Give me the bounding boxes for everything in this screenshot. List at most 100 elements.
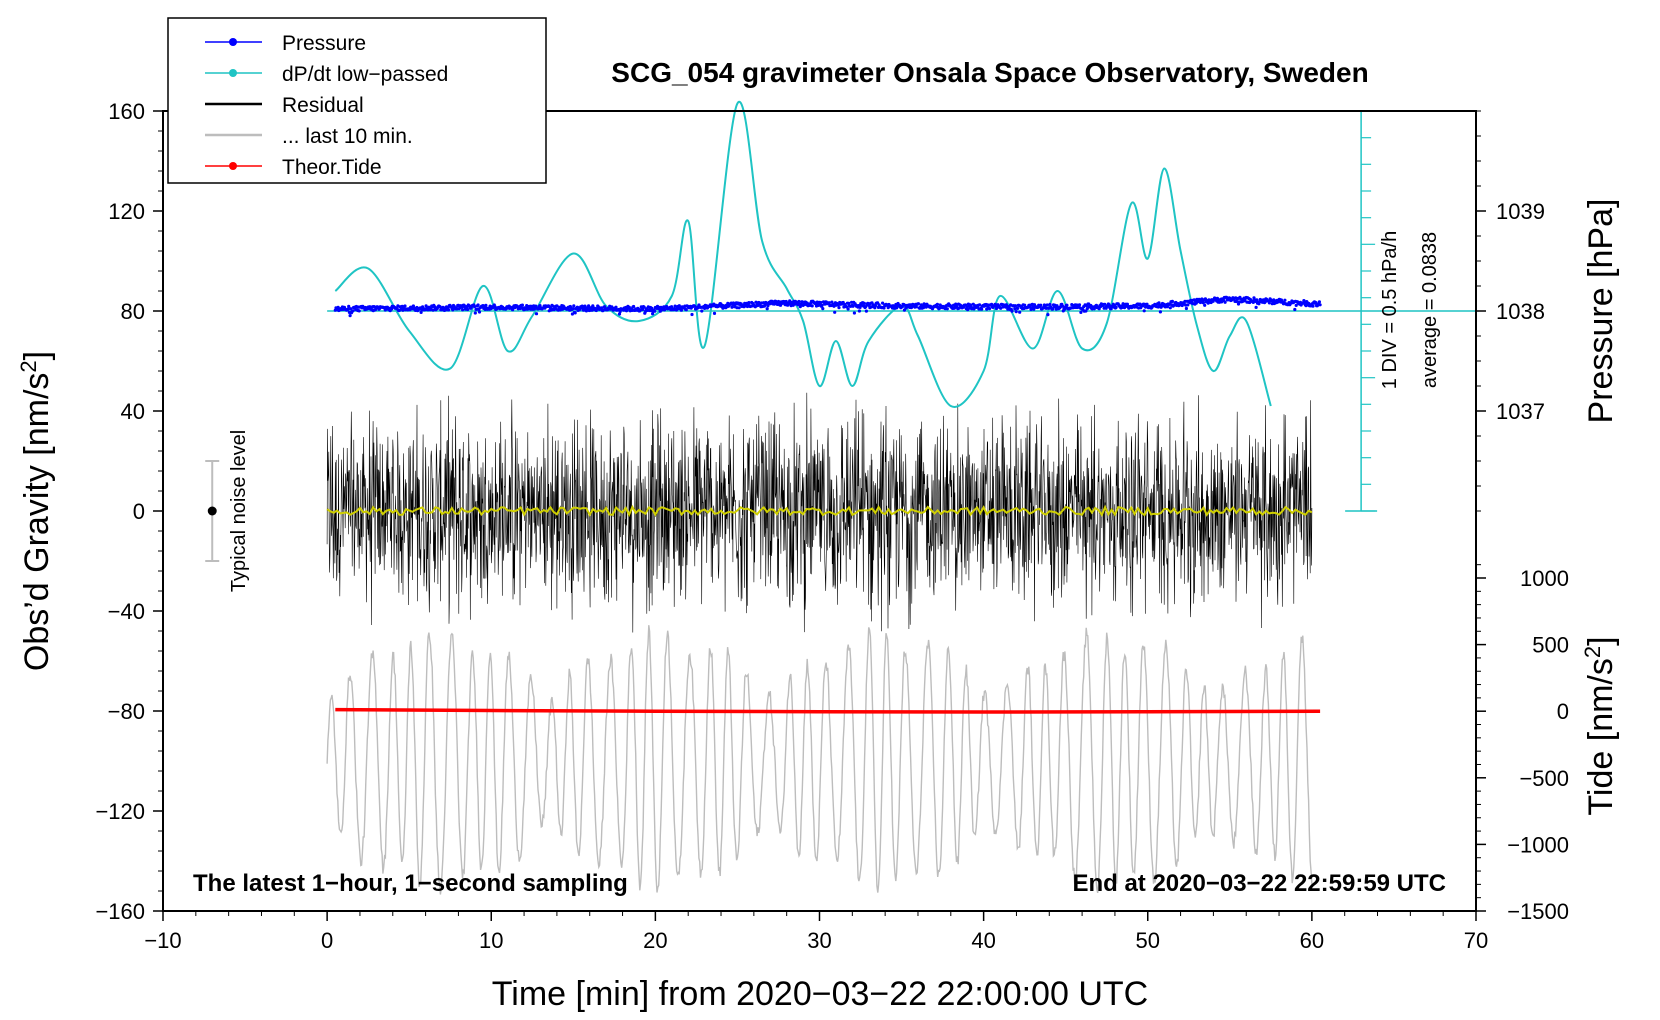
pressure-point	[1267, 301, 1271, 305]
pressure-point	[583, 304, 587, 308]
pressure-point	[730, 305, 734, 309]
pressure-point	[1145, 302, 1149, 306]
pressure-point	[1168, 306, 1172, 310]
pressure-point	[1107, 303, 1111, 307]
pressure-point	[768, 302, 772, 306]
pressure-point	[881, 301, 885, 305]
noise-level-label: Typical noise level	[228, 430, 250, 592]
pressure-point	[1201, 301, 1205, 305]
legend-marker	[229, 38, 237, 46]
pressure-point	[424, 304, 428, 308]
tide-tick-label: −1000	[1507, 832, 1569, 857]
pressure-point	[957, 306, 961, 310]
pressure-point	[534, 312, 539, 316]
pressure-point	[510, 308, 515, 312]
pressure-point	[520, 303, 525, 307]
x-tick-label: 30	[807, 928, 831, 953]
legend-label: Theor.Tide	[282, 156, 382, 179]
pressure-tick-label: 1037	[1496, 399, 1545, 424]
pressure-point	[347, 304, 351, 308]
pressure-point	[1170, 299, 1174, 303]
pressure-point	[864, 305, 868, 309]
y-tick-label: −80	[108, 699, 145, 724]
pressure-point	[833, 310, 837, 314]
pressure-point	[873, 304, 878, 308]
pressure-point	[1317, 300, 1321, 304]
pressure-point	[1318, 303, 1322, 307]
pressure-point	[642, 305, 646, 309]
pressure-point	[1184, 306, 1188, 311]
pressure-point	[1293, 307, 1297, 312]
pressure-point	[1079, 310, 1083, 314]
x-tick-label: 50	[1136, 928, 1160, 953]
pressure-point	[1283, 298, 1287, 302]
pressure-point	[538, 304, 542, 308]
pressure-point	[737, 306, 741, 310]
pressure-tick-label: 1038	[1496, 299, 1545, 324]
pressure-point	[573, 311, 577, 315]
tide-tick-label: 1000	[1520, 566, 1569, 591]
pressure-point	[765, 307, 769, 311]
x-tick-label: 40	[971, 928, 995, 953]
pressure-point	[935, 302, 940, 306]
pressure-point	[1039, 303, 1043, 307]
pressure-point	[1294, 303, 1298, 307]
x-tick-label: 20	[643, 928, 667, 953]
y-tick-label: −40	[108, 599, 145, 624]
legend-box	[167, 17, 547, 184]
pressure-point	[914, 305, 918, 309]
y-tick-label: 0	[133, 499, 145, 524]
theoretical-tide-line	[335, 707, 1321, 714]
pressure-point	[1311, 304, 1315, 308]
pressure-point	[690, 312, 694, 317]
pressure-point	[821, 307, 825, 311]
pressure-point	[797, 299, 801, 304]
pressure-point	[403, 304, 407, 308]
tide-tick-label: −1500	[1507, 899, 1569, 924]
pressure-point	[473, 304, 477, 309]
tide-axis-title-sup: 2	[1580, 646, 1605, 658]
pressure-points	[333, 295, 1322, 318]
pressure-axis-title: Pressure [hPa]	[1582, 199, 1620, 424]
pressure-point	[1051, 307, 1055, 311]
pressure-point	[571, 307, 575, 311]
x-axis-title: Time [min] from 2020−03−22 22:00:00 UTC	[492, 975, 1148, 1013]
pressure-point	[401, 308, 405, 312]
pressure-point	[580, 304, 584, 308]
legend-label: dP/dt low−passed	[282, 63, 448, 86]
pressure-point	[980, 307, 984, 311]
legend-entries: Pressure dP/dt low−passed Residual ... last…	[205, 32, 448, 179]
legend-label: ... last 10 min.	[282, 125, 413, 148]
pressure-point	[1084, 309, 1088, 313]
pressure-point	[1223, 300, 1227, 304]
pressure-point	[882, 306, 886, 310]
pressure-point	[945, 307, 949, 311]
pressure-point	[476, 303, 480, 307]
pressure-point	[493, 305, 497, 309]
footer-left-note: The latest 1−hour, 1−second sampling	[193, 870, 628, 897]
pressure-point	[712, 311, 717, 315]
pressure-point	[684, 308, 688, 312]
pressure-point	[852, 311, 857, 315]
x-tick-label: 70	[1464, 928, 1488, 953]
dpdt-line	[334, 100, 1272, 408]
y-tick-label: 160	[108, 99, 145, 124]
dpdt-div-label: 1 DIV = 0.5 hPa/h	[1379, 231, 1401, 389]
pressure-point	[800, 300, 805, 304]
pressure-point	[1125, 302, 1129, 306]
pressure-point	[846, 307, 850, 311]
residual-mean-line	[326, 504, 1313, 518]
pressure-point	[601, 308, 605, 312]
pressure-point	[1077, 303, 1082, 307]
pressure-point	[766, 304, 770, 308]
noise-point	[207, 506, 217, 516]
pressure-point	[346, 307, 350, 311]
tide-axis-title: Tide [nm/s2]	[1580, 636, 1620, 815]
pressure-point	[864, 309, 869, 313]
pressure-point	[473, 311, 477, 315]
y-tick-label: −120	[95, 799, 145, 824]
pressure-point	[857, 309, 862, 313]
x-tick-label: 60	[1300, 928, 1324, 953]
pressure-point	[351, 309, 355, 313]
pressure-point	[1114, 305, 1118, 309]
